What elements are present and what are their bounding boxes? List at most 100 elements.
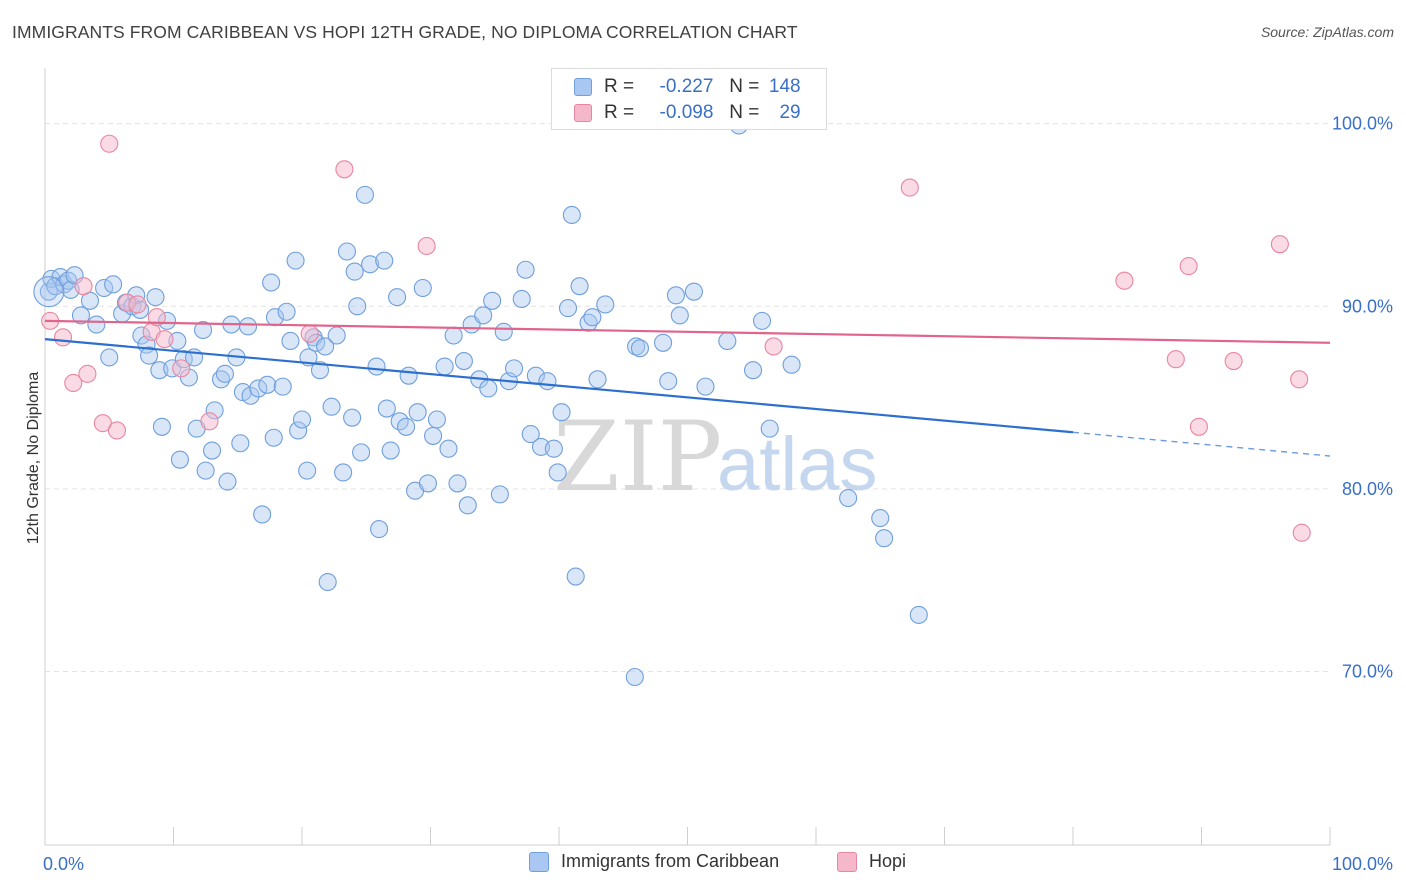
data-point-caribbean [696, 377, 715, 396]
stats-r-label: R = [604, 102, 635, 123]
axes [44, 68, 1331, 846]
data-point-caribbean [596, 295, 615, 314]
legend-item-caribbean[interactable]: Immigrants from Caribbean [529, 851, 779, 872]
data-point-caribbean [264, 428, 283, 447]
data-point-caribbean [718, 331, 737, 351]
data-point-hopi [172, 359, 191, 378]
bottom-legend: Immigrants from Caribbean Hopi [0, 851, 1406, 879]
data-point-caribbean [140, 346, 159, 365]
stats-r-value: -0.227 [659, 76, 714, 97]
data-point-caribbean [298, 461, 317, 480]
data-point-caribbean [516, 260, 535, 279]
data-point-caribbean [684, 282, 703, 301]
legend-swatch-caribbean [529, 851, 549, 872]
stats-legend: R = -0.227 N = 148 R = -0.098 N = 29 [551, 68, 827, 130]
data-point-caribbean [215, 364, 234, 383]
data-point-caribbean [458, 496, 477, 515]
trend-line-hopi [44, 319, 1331, 344]
data-point-caribbean [345, 262, 364, 281]
data-point-hopi [64, 373, 83, 393]
data-point-caribbean [444, 326, 463, 345]
data-point-caribbean [273, 377, 292, 396]
data-point-caribbean [367, 357, 386, 376]
stats-r-value: -0.098 [659, 102, 714, 123]
x-tick-label: 100.0% [1332, 854, 1393, 874]
data-point-caribbean [170, 450, 189, 469]
data-point-hopi [1115, 271, 1134, 290]
data-point-caribbean [448, 474, 467, 493]
data-point-caribbean [146, 288, 165, 307]
data-point-caribbean [203, 441, 222, 460]
data-point-caribbean [752, 311, 772, 330]
data-point-caribbean [104, 275, 123, 294]
source-label: Source: ZipAtlas.com [1260, 24, 1394, 40]
y-tick-label: 100.0% [1332, 114, 1393, 134]
stats-n-label: N = [729, 76, 760, 97]
data-point-caribbean [408, 403, 427, 422]
data-point-caribbean [258, 375, 277, 394]
data-point-hopi [335, 160, 354, 179]
data-point-caribbean [238, 317, 258, 336]
stats-swatch-caribbean [574, 78, 592, 96]
trend-line-caribbean-extension [1072, 431, 1331, 457]
data-point-hopi [74, 277, 93, 296]
data-point-hopi [900, 178, 919, 197]
data-point-hopi [764, 337, 783, 356]
data-point-caribbean [100, 348, 119, 367]
data-point-caribbean [479, 379, 498, 398]
y-tick-label: 80.0% [1342, 479, 1393, 499]
data-point-caribbean [281, 331, 300, 351]
data-point-caribbean [413, 278, 432, 298]
x-tick-label: 0.0% [43, 854, 84, 874]
data-point-caribbean [630, 339, 650, 358]
data-point-caribbean [483, 291, 502, 310]
data-point-hopi [100, 134, 119, 153]
stats-r-label: R = [604, 76, 635, 97]
data-point-hopi [147, 308, 166, 327]
data-point-caribbean [377, 399, 396, 418]
y-tick-label: 90.0% [1342, 296, 1393, 316]
data-point-caribbean [397, 417, 416, 436]
data-point-caribbean [871, 509, 890, 528]
data-point-caribbean [318, 572, 337, 592]
data-point-caribbean [474, 306, 493, 325]
stats-n-value: 29 [779, 102, 801, 123]
data-point-caribbean [625, 667, 644, 687]
data-point-caribbean [355, 185, 375, 204]
data-point-caribbean [548, 463, 567, 482]
data-point-hopi [1179, 257, 1198, 276]
data-point-caribbean [152, 417, 171, 436]
data-point-caribbean [95, 278, 114, 298]
data-point-caribbean [424, 426, 443, 445]
watermark-atlas: atlas [717, 422, 878, 507]
data-point-caribbean [566, 567, 585, 586]
y-tick-label: 70.0% [1342, 662, 1393, 682]
data-point-hopi [93, 414, 112, 433]
data-point-hopi [417, 236, 436, 256]
stats-swatch-hopi [574, 104, 592, 122]
trend-line-caribbean [44, 338, 1074, 434]
data-point-caribbean [253, 505, 272, 524]
legend-swatch-hopi [837, 851, 857, 872]
data-point-hopi [200, 412, 219, 431]
trend-lines [44, 319, 1331, 457]
data-point-caribbean [218, 472, 237, 491]
data-point-caribbean [71, 306, 91, 325]
data-point-caribbean [262, 273, 281, 292]
data-point-hopi [1224, 352, 1243, 371]
legend-item-hopi[interactable]: Hopi [837, 851, 906, 872]
data-point-caribbean [286, 251, 305, 270]
data-point-caribbean [370, 520, 389, 539]
stats-n-value: 148 [768, 76, 801, 97]
data-point-caribbean [743, 361, 763, 380]
stats-row-caribbean: R = -0.227 N = 148 [574, 74, 801, 100]
data-point-caribbean [292, 410, 312, 429]
data-point-hopi [300, 324, 319, 343]
data-point-hopi [128, 295, 147, 314]
data-point-caribbean [241, 386, 260, 405]
data-point-caribbean [231, 434, 250, 453]
data-point-caribbean [521, 425, 540, 444]
data-point-caribbean [544, 439, 563, 458]
data-point-hopi [53, 328, 73, 347]
data-point-caribbean [33, 276, 65, 308]
